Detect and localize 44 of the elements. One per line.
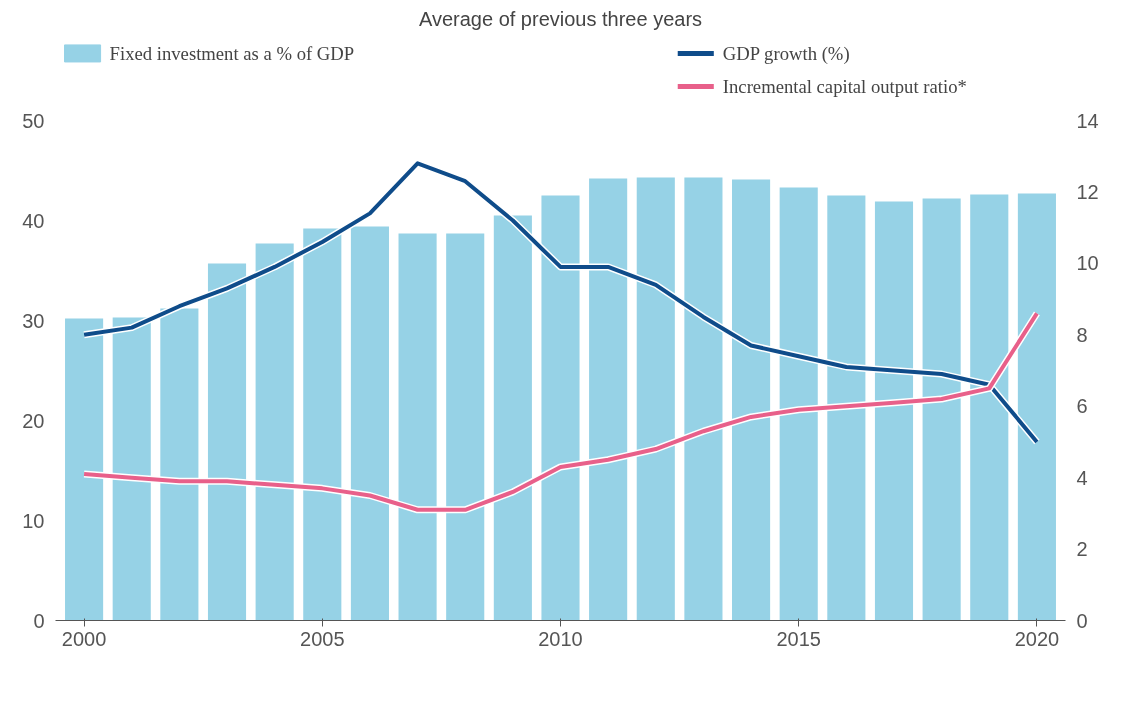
y-tick-label: 30	[22, 309, 45, 332]
x-tick-label: 2020	[1014, 627, 1060, 650]
x-tick-label: 2010	[538, 627, 583, 650]
bar	[874, 201, 914, 621]
bar	[589, 178, 628, 621]
chart-title: Average of previous three years	[418, 7, 703, 30]
y-tick-label: 10	[22, 509, 45, 532]
bar	[970, 194, 1009, 621]
y2-tick-label: 2	[1076, 538, 1088, 561]
bar	[541, 195, 580, 621]
y2-tick-label: 10	[1076, 252, 1099, 275]
y-tick-label: 40	[22, 209, 45, 232]
y2-tick-label: 4	[1076, 466, 1088, 489]
bar	[493, 215, 532, 621]
bar	[779, 187, 818, 621]
bar	[636, 177, 675, 621]
bar	[398, 233, 437, 621]
bar	[1017, 193, 1056, 621]
bar	[922, 198, 961, 621]
bar	[446, 233, 485, 621]
x-tick-label: 2000	[61, 627, 107, 650]
x-tick-label: 2005	[300, 627, 345, 650]
y2-tick-label: 14	[1076, 109, 1099, 132]
bar	[112, 317, 151, 621]
bar	[303, 228, 342, 621]
y2-tick-label: 8	[1076, 323, 1088, 346]
bar	[827, 195, 866, 621]
legend-label: Fixed investment as a % of GDP	[109, 42, 355, 64]
bar	[255, 243, 294, 621]
bar	[207, 263, 247, 621]
bar	[684, 177, 723, 621]
y-tick-label: 0	[33, 609, 45, 632]
bar	[732, 179, 771, 621]
y-tick-label: 50	[22, 109, 45, 132]
bar	[160, 308, 199, 621]
x-tick-label: 2015	[776, 627, 821, 650]
bar	[350, 226, 389, 621]
legend-label: GDP growth (%)	[722, 42, 850, 65]
bar	[65, 318, 104, 621]
y2-tick-label: 0	[1076, 609, 1088, 632]
legend-label: Incremental capital output ratio*	[722, 76, 967, 98]
y-tick-label: 20	[22, 409, 45, 432]
y2-tick-label: 12	[1076, 180, 1099, 203]
y2-tick-label: 6	[1076, 395, 1088, 418]
